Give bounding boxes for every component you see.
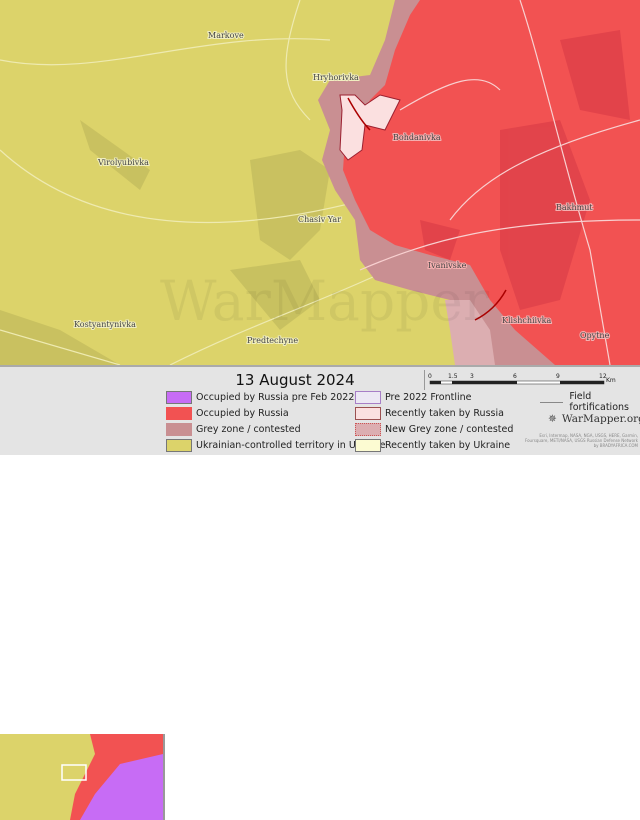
legend-item-pre2022-frontline: Pre 2022 Frontline [355,391,472,404]
warmapper-logo: ✵ WarMapper.org [548,413,640,425]
svg-text:Km: Km [606,377,616,384]
legend-item-grey-zone: Grey zone / contested [166,423,301,436]
place-klishchiivka: Klishchiivka [502,316,551,325]
map-credits: Esri, Intermap, NASA, NGA, USGS, HERE, G… [524,433,638,448]
overview-inset-map[interactable] [0,734,165,820]
new-grey-zone [445,300,495,365]
map[interactable]: WarMapper Markove Hryhorivka Virolyubivk… [0,0,640,365]
place-bohdanivka: Bohdanivka [393,133,441,142]
roads-occupied [359,0,640,365]
svg-text:9: 9 [556,373,560,380]
place-kostyantynivka: Kostyantynivka [74,320,136,329]
compass-icon: ✵ [548,413,557,425]
legend-item-occupied-russia: Occupied by Russia [166,407,289,420]
place-markove: Markove [208,31,244,40]
advance-arrow [347,97,371,131]
place-ivanivske: Ivanivske [428,261,467,270]
legend-item-recently-ukraine: Recently taken by Ukraine [355,439,510,452]
darker-occupied-areas [420,30,630,310]
svg-text:0: 0 [428,373,432,380]
svg-text:6: 6 [513,373,517,380]
scale-bar: 0 1.5 3 6 9 12 Km [428,373,616,385]
legend-item-occupied-pre2022: Occupied by Russia pre Feb 2022 [166,391,354,404]
place-virolyubivka: Virolyubivka [97,158,149,167]
legend-item-recently-russia: Recently taken by Russia [355,407,504,420]
watermark: WarMapper [160,269,490,333]
forest-areas [0,120,330,365]
place-hryhorivka: Hryhorivka [313,73,359,82]
legend-item-new-grey-zone: New Grey zone / contested [355,423,513,436]
svg-text:12: 12 [599,373,607,380]
place-chasiv-yar: Chasiv Yar [298,215,341,224]
advance-arrow [474,289,507,321]
place-opytne: Opytne [580,331,610,340]
legend-item-ukraine: Ukrainian-controlled territory in Ukrain… [166,439,386,452]
legend: 13 August 2024 0 1.5 3 6 9 12 Km Occupie… [0,365,640,820]
svg-text:3: 3 [470,373,474,380]
legend-item-field-fortifications: Field fortifications [540,391,640,413]
svg-text:1.5: 1.5 [448,373,458,380]
place-bakhmut: Bakhmut [556,203,593,212]
map-date: 13 August 2024 [166,370,425,390]
place-predtechyne: Predtechyne [247,336,298,345]
